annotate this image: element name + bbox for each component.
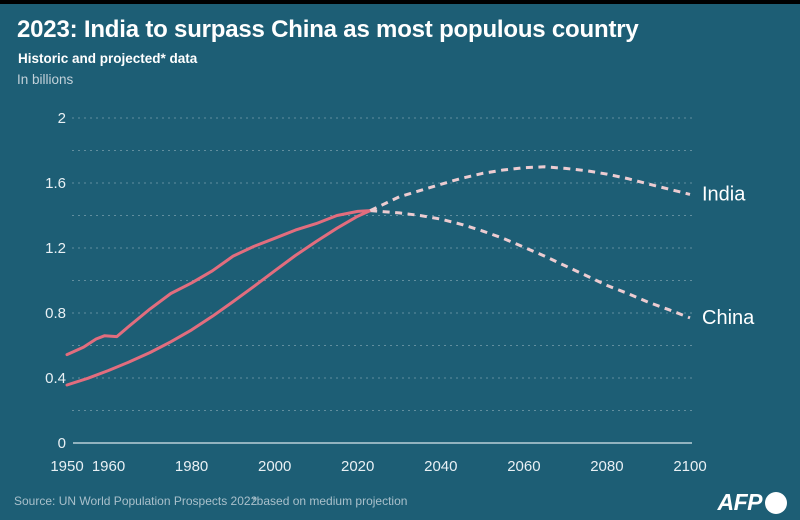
afp-logo: AFP bbox=[717, 489, 787, 516]
x-tick-label: 2080 bbox=[590, 458, 623, 475]
series-china-historic-line bbox=[65, 209, 372, 357]
page-title: 2023: India to surpass China as most pop… bbox=[17, 16, 639, 43]
series-india-projected-line bbox=[369, 165, 691, 212]
x-tick-label: 2020 bbox=[341, 458, 374, 475]
projection-footnote: *based on medium projection bbox=[252, 494, 408, 508]
source-note: Source: UN World Population Prospects 20… bbox=[14, 494, 258, 508]
x-tick-label: 1980 bbox=[175, 458, 208, 475]
y-tick-label: 0.4 bbox=[45, 370, 66, 387]
y-axis-units-label: In billions bbox=[17, 72, 74, 87]
y-tick-label: 2 bbox=[58, 110, 66, 127]
x-tick-label: 2060 bbox=[507, 458, 540, 475]
series-china-projected-line bbox=[370, 209, 691, 320]
y-tick-label: 0 bbox=[58, 435, 66, 452]
y-tick-label: 1.6 bbox=[45, 175, 66, 192]
top-border bbox=[0, 0, 800, 4]
x-tick-label: 2000 bbox=[258, 458, 291, 475]
afp-logo-text: AFP bbox=[717, 489, 763, 515]
chart-subtitle: Historic and projected* data bbox=[18, 51, 198, 66]
y-tick-label: 0.8 bbox=[45, 305, 66, 322]
x-tick-label: 2100 bbox=[673, 458, 706, 475]
x-tick-label: 2040 bbox=[424, 458, 457, 475]
series-india-historic-line bbox=[65, 209, 372, 387]
series-label-china: China bbox=[702, 307, 755, 329]
y-tick-label: 1.2 bbox=[45, 240, 66, 257]
x-tick-label: 1960 bbox=[92, 458, 125, 475]
x-tick-label: 1950 bbox=[50, 458, 83, 475]
afp-logo-dot-icon bbox=[765, 491, 787, 514]
series-label-india: India bbox=[702, 183, 746, 205]
